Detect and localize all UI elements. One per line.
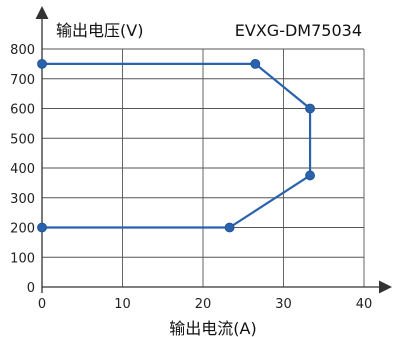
y-axis-arrow <box>35 6 49 19</box>
y-tick-label: 300 <box>10 192 35 207</box>
data-point <box>37 222 47 233</box>
y-tick-label: 400 <box>10 162 35 177</box>
y-tick-label: 700 <box>10 73 35 88</box>
tick-labels: 0 100 200 300 400 500 600 700 800 0 10 20 30 40 <box>10 43 372 312</box>
chart-model-label: EVXG-DM75034 <box>235 21 362 40</box>
series-line <box>42 62 312 229</box>
y-tick-label: 100 <box>10 251 35 266</box>
grid-lines <box>42 48 365 287</box>
data-point <box>305 103 315 114</box>
x-tick-label: 0 <box>38 297 46 312</box>
data-point <box>250 58 261 69</box>
y-tick-label: 0 <box>27 281 35 296</box>
y-axis-label: 输出电压(V) <box>56 21 143 40</box>
x-tick-label: 40 <box>356 297 373 312</box>
data-series <box>37 58 315 233</box>
y-tick-label: 600 <box>10 103 35 118</box>
y-tick-label: 200 <box>10 222 35 237</box>
data-point <box>305 170 315 181</box>
y-tick-label: 500 <box>10 132 35 147</box>
data-point <box>224 222 235 233</box>
x-axis-label: 输出电流(A) <box>169 319 256 337</box>
data-point <box>37 58 47 69</box>
y-tick-label: 800 <box>10 43 35 58</box>
x-tick-label: 10 <box>114 297 131 312</box>
x-tick-label: 20 <box>195 297 212 312</box>
x-tick-label: 30 <box>275 297 292 312</box>
x-axis-arrow <box>379 280 392 294</box>
